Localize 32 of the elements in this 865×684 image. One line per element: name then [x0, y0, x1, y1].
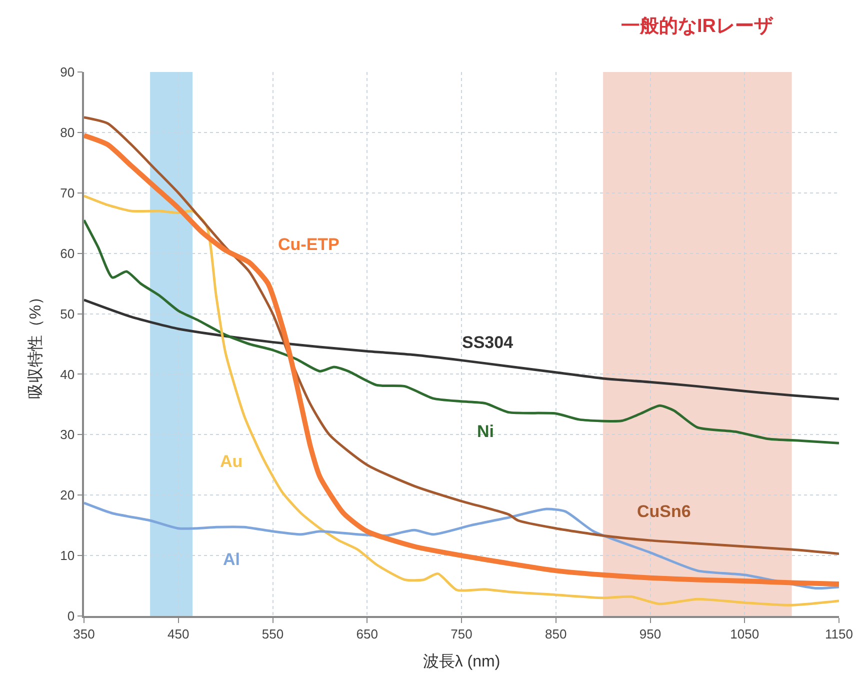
- x-tick-label: 550: [262, 626, 284, 642]
- x-tick-label: 350: [73, 626, 95, 642]
- y-tick-label: 70: [60, 185, 75, 200]
- x-tick-label: 950: [639, 626, 662, 642]
- x-tick-label: 750: [450, 626, 472, 642]
- series-label: Ni: [477, 422, 494, 441]
- y-tick-label: 60: [60, 246, 75, 261]
- y-tick-label: 10: [60, 548, 75, 564]
- x-tick-label: 850: [545, 626, 567, 642]
- y-tick-label: 20: [60, 488, 75, 503]
- x-tick-label: 650: [356, 626, 378, 642]
- band-label: 一般的なIRレーザ: [621, 16, 774, 37]
- x-tick-label: 1150: [825, 626, 853, 642]
- series-label: Au: [220, 452, 243, 471]
- x-tick-label: 450: [168, 626, 190, 642]
- y-tick-label: 80: [60, 124, 75, 140]
- series-label: CuSn6: [637, 502, 691, 521]
- y-tick-label: 50: [60, 306, 75, 322]
- y-tick-label: 30: [60, 427, 75, 442]
- x-tick-label: 1050: [730, 626, 760, 642]
- line-series: [84, 218, 839, 444]
- y-tick-label: 40: [60, 366, 75, 382]
- line-series: [84, 194, 839, 606]
- y-axis-title: 吸収特性（%）: [26, 288, 45, 400]
- x-axis-title: 波長λ (nm): [422, 652, 500, 671]
- line-series: [84, 502, 839, 590]
- series-label: Cu-ETP: [278, 235, 340, 254]
- y-tick-label: 90: [60, 64, 75, 80]
- series-label: SS304: [462, 333, 514, 352]
- line-series: [84, 298, 839, 400]
- y-tick-label: 0: [67, 608, 75, 624]
- series-label: Al: [223, 550, 240, 569]
